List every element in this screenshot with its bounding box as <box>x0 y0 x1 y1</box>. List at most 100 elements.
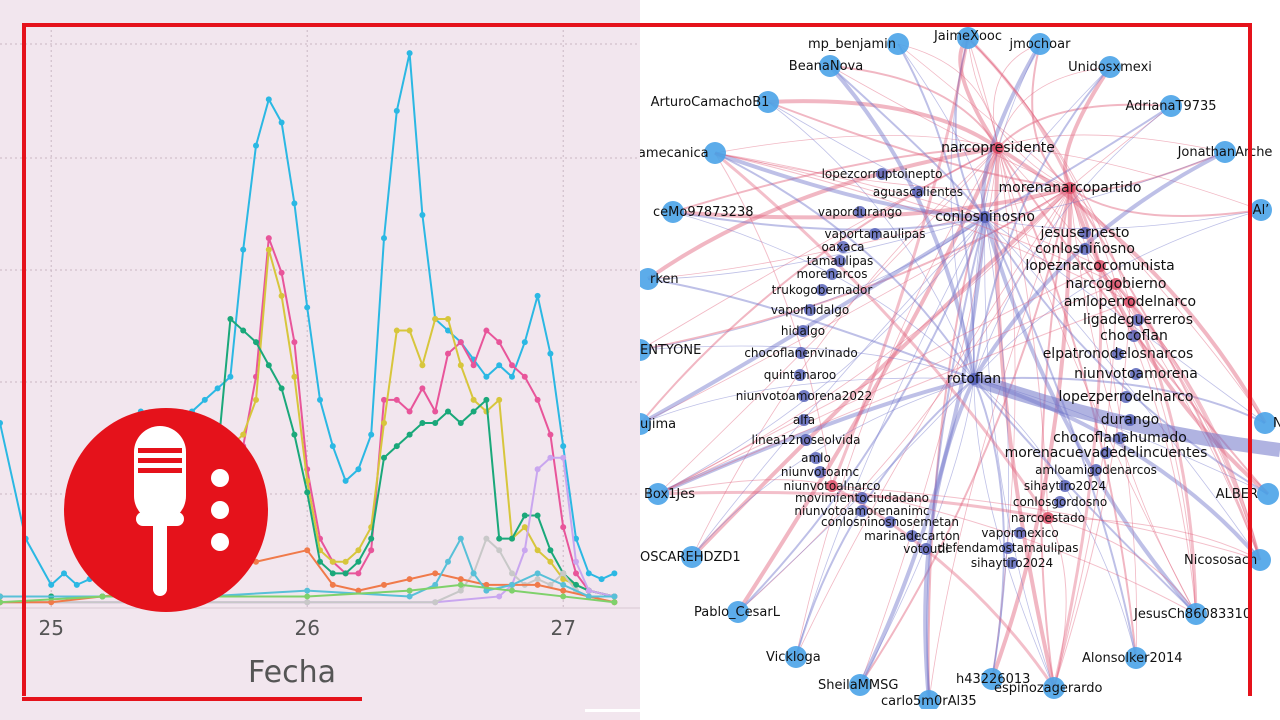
network-node <box>1114 432 1126 444</box>
edge <box>1047 517 1261 561</box>
node-label: aguascalientes <box>873 185 963 199</box>
network-node <box>1059 480 1071 492</box>
data-point <box>381 235 387 242</box>
data-point <box>560 570 567 577</box>
node-label: JaimeXooc <box>933 29 1002 44</box>
edge <box>973 105 1172 380</box>
data-point <box>496 593 503 600</box>
data-point <box>342 570 349 577</box>
data-point <box>329 443 336 450</box>
edge <box>767 101 1071 189</box>
network-node <box>920 543 932 555</box>
node-label: ceMo97873238 <box>653 205 753 220</box>
network-node <box>640 268 659 290</box>
data-point <box>278 385 285 392</box>
node-label: sandramecanica <box>640 146 709 161</box>
data-point <box>521 339 528 346</box>
network-node <box>854 206 866 218</box>
edge <box>672 186 1071 220</box>
node-label: niunvotoamorenanimc <box>794 504 929 518</box>
edge <box>767 101 975 380</box>
network-node <box>810 452 822 464</box>
edge <box>993 43 1041 149</box>
network-node <box>1043 677 1065 699</box>
node-label: elpatronodelosnarcos <box>1043 346 1194 362</box>
node-label: espinozagerardo <box>994 681 1103 696</box>
data-point <box>406 593 413 600</box>
nodes <box>640 27 1279 712</box>
node-label: vaportamaulipas <box>825 227 926 241</box>
network-node <box>957 27 979 49</box>
network-node <box>647 483 669 505</box>
data-point <box>573 558 579 565</box>
node-label: niunvotoamorena2022 <box>736 389 873 403</box>
edge <box>997 147 1197 615</box>
edge <box>859 378 975 686</box>
frame-bottom-line <box>585 709 1255 712</box>
data-point <box>547 547 554 554</box>
edge <box>984 216 1266 424</box>
node-label: narcoestado <box>1011 511 1085 525</box>
network-node <box>1214 141 1236 163</box>
node-label: vapordurango <box>818 205 902 219</box>
edge <box>647 216 986 280</box>
edge <box>858 216 987 686</box>
data-point <box>406 587 413 594</box>
data-point <box>0 420 3 427</box>
network-node <box>856 505 868 517</box>
line-chart-panel: 25 26 27 Fecha <box>0 0 640 720</box>
network-node <box>912 186 924 198</box>
data-point <box>48 599 55 606</box>
edge <box>997 147 1137 659</box>
data-point <box>265 235 272 242</box>
x-tick-label: 27 <box>550 616 575 640</box>
data-point <box>406 50 413 57</box>
data-point <box>483 535 490 542</box>
data-point <box>585 593 592 600</box>
node-label: jmochoar <box>1009 37 1072 52</box>
edge <box>1063 65 1112 190</box>
data-point <box>317 558 323 565</box>
edge <box>897 43 1071 189</box>
network-node <box>1185 603 1207 625</box>
edge <box>736 147 1000 614</box>
edges <box>640 36 1280 702</box>
data-point <box>457 581 464 588</box>
node-label: morenanarcopartido <box>999 180 1142 196</box>
data-point <box>445 408 451 415</box>
node-label: ArturoCamachoB1 <box>651 95 770 110</box>
data-point <box>432 408 439 415</box>
node-label: ALBER <box>1216 487 1258 502</box>
data-point <box>470 396 477 403</box>
network-node <box>757 91 779 113</box>
grid <box>0 30 640 609</box>
data-point <box>393 396 400 403</box>
edge <box>828 64 976 380</box>
edge <box>1047 517 1067 689</box>
data-point <box>547 581 554 588</box>
edge <box>997 66 1111 149</box>
data-point <box>573 535 579 542</box>
network-node <box>1249 549 1271 571</box>
edge <box>795 187 1071 658</box>
data-point <box>432 570 439 577</box>
data-point <box>240 327 247 334</box>
data-point <box>73 581 80 588</box>
data-point <box>99 593 106 600</box>
data-point <box>329 570 336 577</box>
data-point <box>342 477 349 484</box>
data-point <box>291 200 298 207</box>
edge <box>897 43 986 218</box>
node-label: Alonsolker2014 <box>1082 651 1183 666</box>
data-point <box>304 599 311 606</box>
data-point <box>496 535 503 542</box>
data-point <box>22 535 29 542</box>
node-label: SheilaMMSG <box>818 678 898 693</box>
network-node <box>981 668 1003 690</box>
data-point <box>509 581 515 588</box>
node-label: morenacuevadedelincuentes <box>1005 445 1208 461</box>
node-label: votoutil <box>903 542 948 556</box>
node-label: JonathanArche <box>1177 145 1273 160</box>
data-point <box>457 576 464 583</box>
node-label: BeanaNova <box>789 59 863 74</box>
